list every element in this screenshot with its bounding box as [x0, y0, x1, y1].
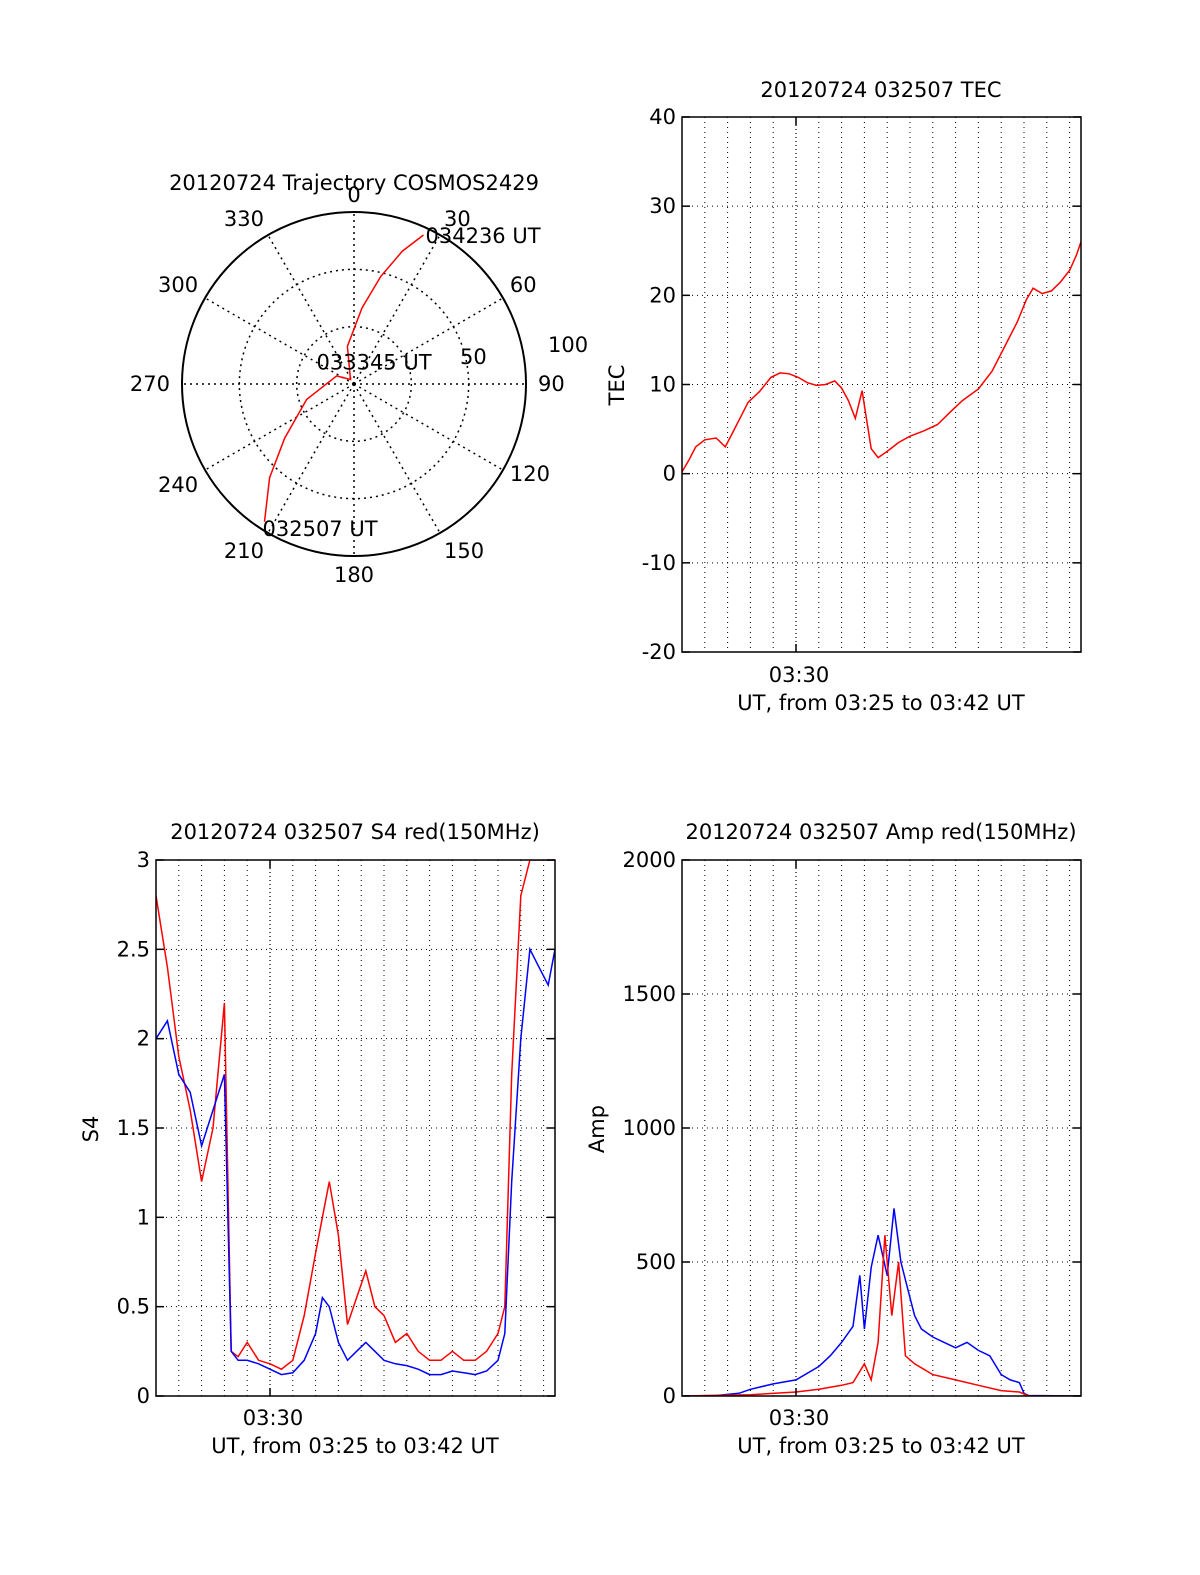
tec-ytick: -10: [642, 551, 676, 575]
annotation-end-time: 034236 UT: [426, 224, 541, 248]
tec-ylabel: TEC: [605, 365, 629, 407]
annotation-start-time: 032507 UT: [263, 517, 378, 541]
trajectory-line: [263, 234, 424, 522]
polar-ring: [238, 268, 470, 500]
amp-series: [682, 1208, 1081, 1396]
polar-spoke: [267, 234, 355, 385]
angle-tick-270: 270: [130, 372, 170, 396]
polar-spoke: [353, 383, 441, 534]
series-line: [156, 860, 555, 1371]
tec-ytick: 20: [649, 283, 676, 307]
tec-ytick: 0: [663, 462, 676, 486]
radial-tick-100: 100: [548, 333, 588, 357]
tec-xlabel: UT, from 03:25 to 03:42 UT: [737, 691, 1025, 715]
series-line: [682, 241, 1081, 473]
s4-ytick: 1.5: [117, 1116, 150, 1140]
polar-spoke: [353, 234, 441, 385]
polar-outer-circle: [181, 211, 527, 557]
tec-title: 20120724 032507 TEC: [760, 78, 1001, 102]
angle-tick-90: 90: [538, 372, 565, 396]
amp-ylabel: Amp: [585, 1105, 609, 1153]
tec-series: [682, 241, 1081, 473]
amp-title: 20120724 032507 Amp red(150MHz): [685, 820, 1076, 844]
axes-frame: [681, 859, 1082, 1397]
amp-xlabel: UT, from 03:25 to 03:42 UT: [737, 1434, 1025, 1458]
axes-frame: [155, 859, 556, 1397]
s4-ytick: 2: [137, 1027, 150, 1051]
series-line: [682, 1208, 1081, 1396]
amp-frame: [681, 859, 1082, 1397]
angle-tick-120: 120: [510, 462, 550, 486]
angle-tick-180: 180: [334, 563, 374, 587]
s4-plot: 20120724 032507 S4 red(150MHz) S4 03:30 …: [79, 820, 556, 1458]
angle-tick-210: 210: [224, 539, 264, 563]
tec-frame: [681, 116, 1082, 653]
polar-spoke: [353, 297, 504, 385]
amp-ytick: 500: [636, 1250, 676, 1274]
angle-tick-300: 300: [158, 273, 198, 297]
polar-ring: [295, 325, 413, 443]
s4-frame: [155, 859, 556, 1397]
tec-ytick: 40: [649, 105, 676, 129]
angle-tick-330: 330: [224, 207, 264, 231]
polar-angle-ticks: 0 30 60 90 120 150 180 210 240 270 300 3…: [130, 183, 588, 587]
tec-ytick: 30: [649, 194, 676, 218]
angle-tick-240: 240: [158, 473, 198, 497]
s4-ytick: 2.5: [117, 937, 150, 961]
s4-title: 20120724 032507 S4 red(150MHz): [170, 820, 540, 844]
amp-plot: 20120724 032507 Amp red(150MHz) Amp 03:3…: [585, 820, 1082, 1458]
polar-annotations: 034236 UT 033345 UT 032507 UT: [263, 224, 541, 541]
radial-tick-50: 50: [460, 345, 487, 369]
amp-xtick-label: 03:30: [769, 1406, 830, 1430]
angle-tick-30: 30: [444, 207, 471, 231]
s4-xtick-label: 03:30: [243, 1406, 304, 1430]
angle-tick-60: 60: [510, 273, 537, 297]
annotation-mid-time: 033345 UT: [317, 351, 432, 375]
trajectory-polar-plot: 20120724 Trajectory COSMOS2429 0 30 60 9…: [130, 171, 588, 587]
amp-ytick: 2000: [623, 848, 676, 872]
tec-plot: 20120724 032507 TEC TEC 03:30 UT, from 0…: [605, 78, 1082, 715]
angle-tick-150: 150: [444, 539, 484, 563]
series-line: [682, 1235, 1081, 1396]
s4-grid: [155, 859, 555, 1397]
s4-ytick: 0.5: [117, 1295, 150, 1319]
series-line: [156, 946, 555, 1376]
s4-series: [156, 860, 555, 1376]
tec-ytick: -20: [642, 640, 676, 664]
s4-ytick: 0: [137, 1384, 150, 1408]
s4-ylabel: S4: [79, 1116, 103, 1143]
polar-spoke: [204, 383, 355, 471]
tec-ytick: 10: [649, 373, 676, 397]
polar-grid: [181, 211, 527, 557]
polar-spoke: [204, 297, 355, 385]
polar-title: 20120724 Trajectory COSMOS2429: [169, 171, 539, 195]
polar-series: [263, 234, 424, 522]
amp-ytick: 1000: [623, 1116, 676, 1140]
tec-xtick-label: 03:30: [769, 663, 830, 687]
s4-xlabel: UT, from 03:25 to 03:42 UT: [211, 1434, 499, 1458]
polar-spoke: [353, 383, 504, 471]
amp-ytick: 1500: [623, 982, 676, 1006]
tec-grid: [681, 116, 1081, 653]
s4-ytick: 3: [137, 848, 150, 872]
axes-frame: [681, 116, 1082, 653]
angle-tick-0: 0: [347, 183, 360, 207]
amp-grid: [681, 859, 1081, 1397]
s4-ytick: 1: [137, 1205, 150, 1229]
polar-spoke: [267, 383, 355, 534]
amp-ytick: 0: [663, 1384, 676, 1408]
